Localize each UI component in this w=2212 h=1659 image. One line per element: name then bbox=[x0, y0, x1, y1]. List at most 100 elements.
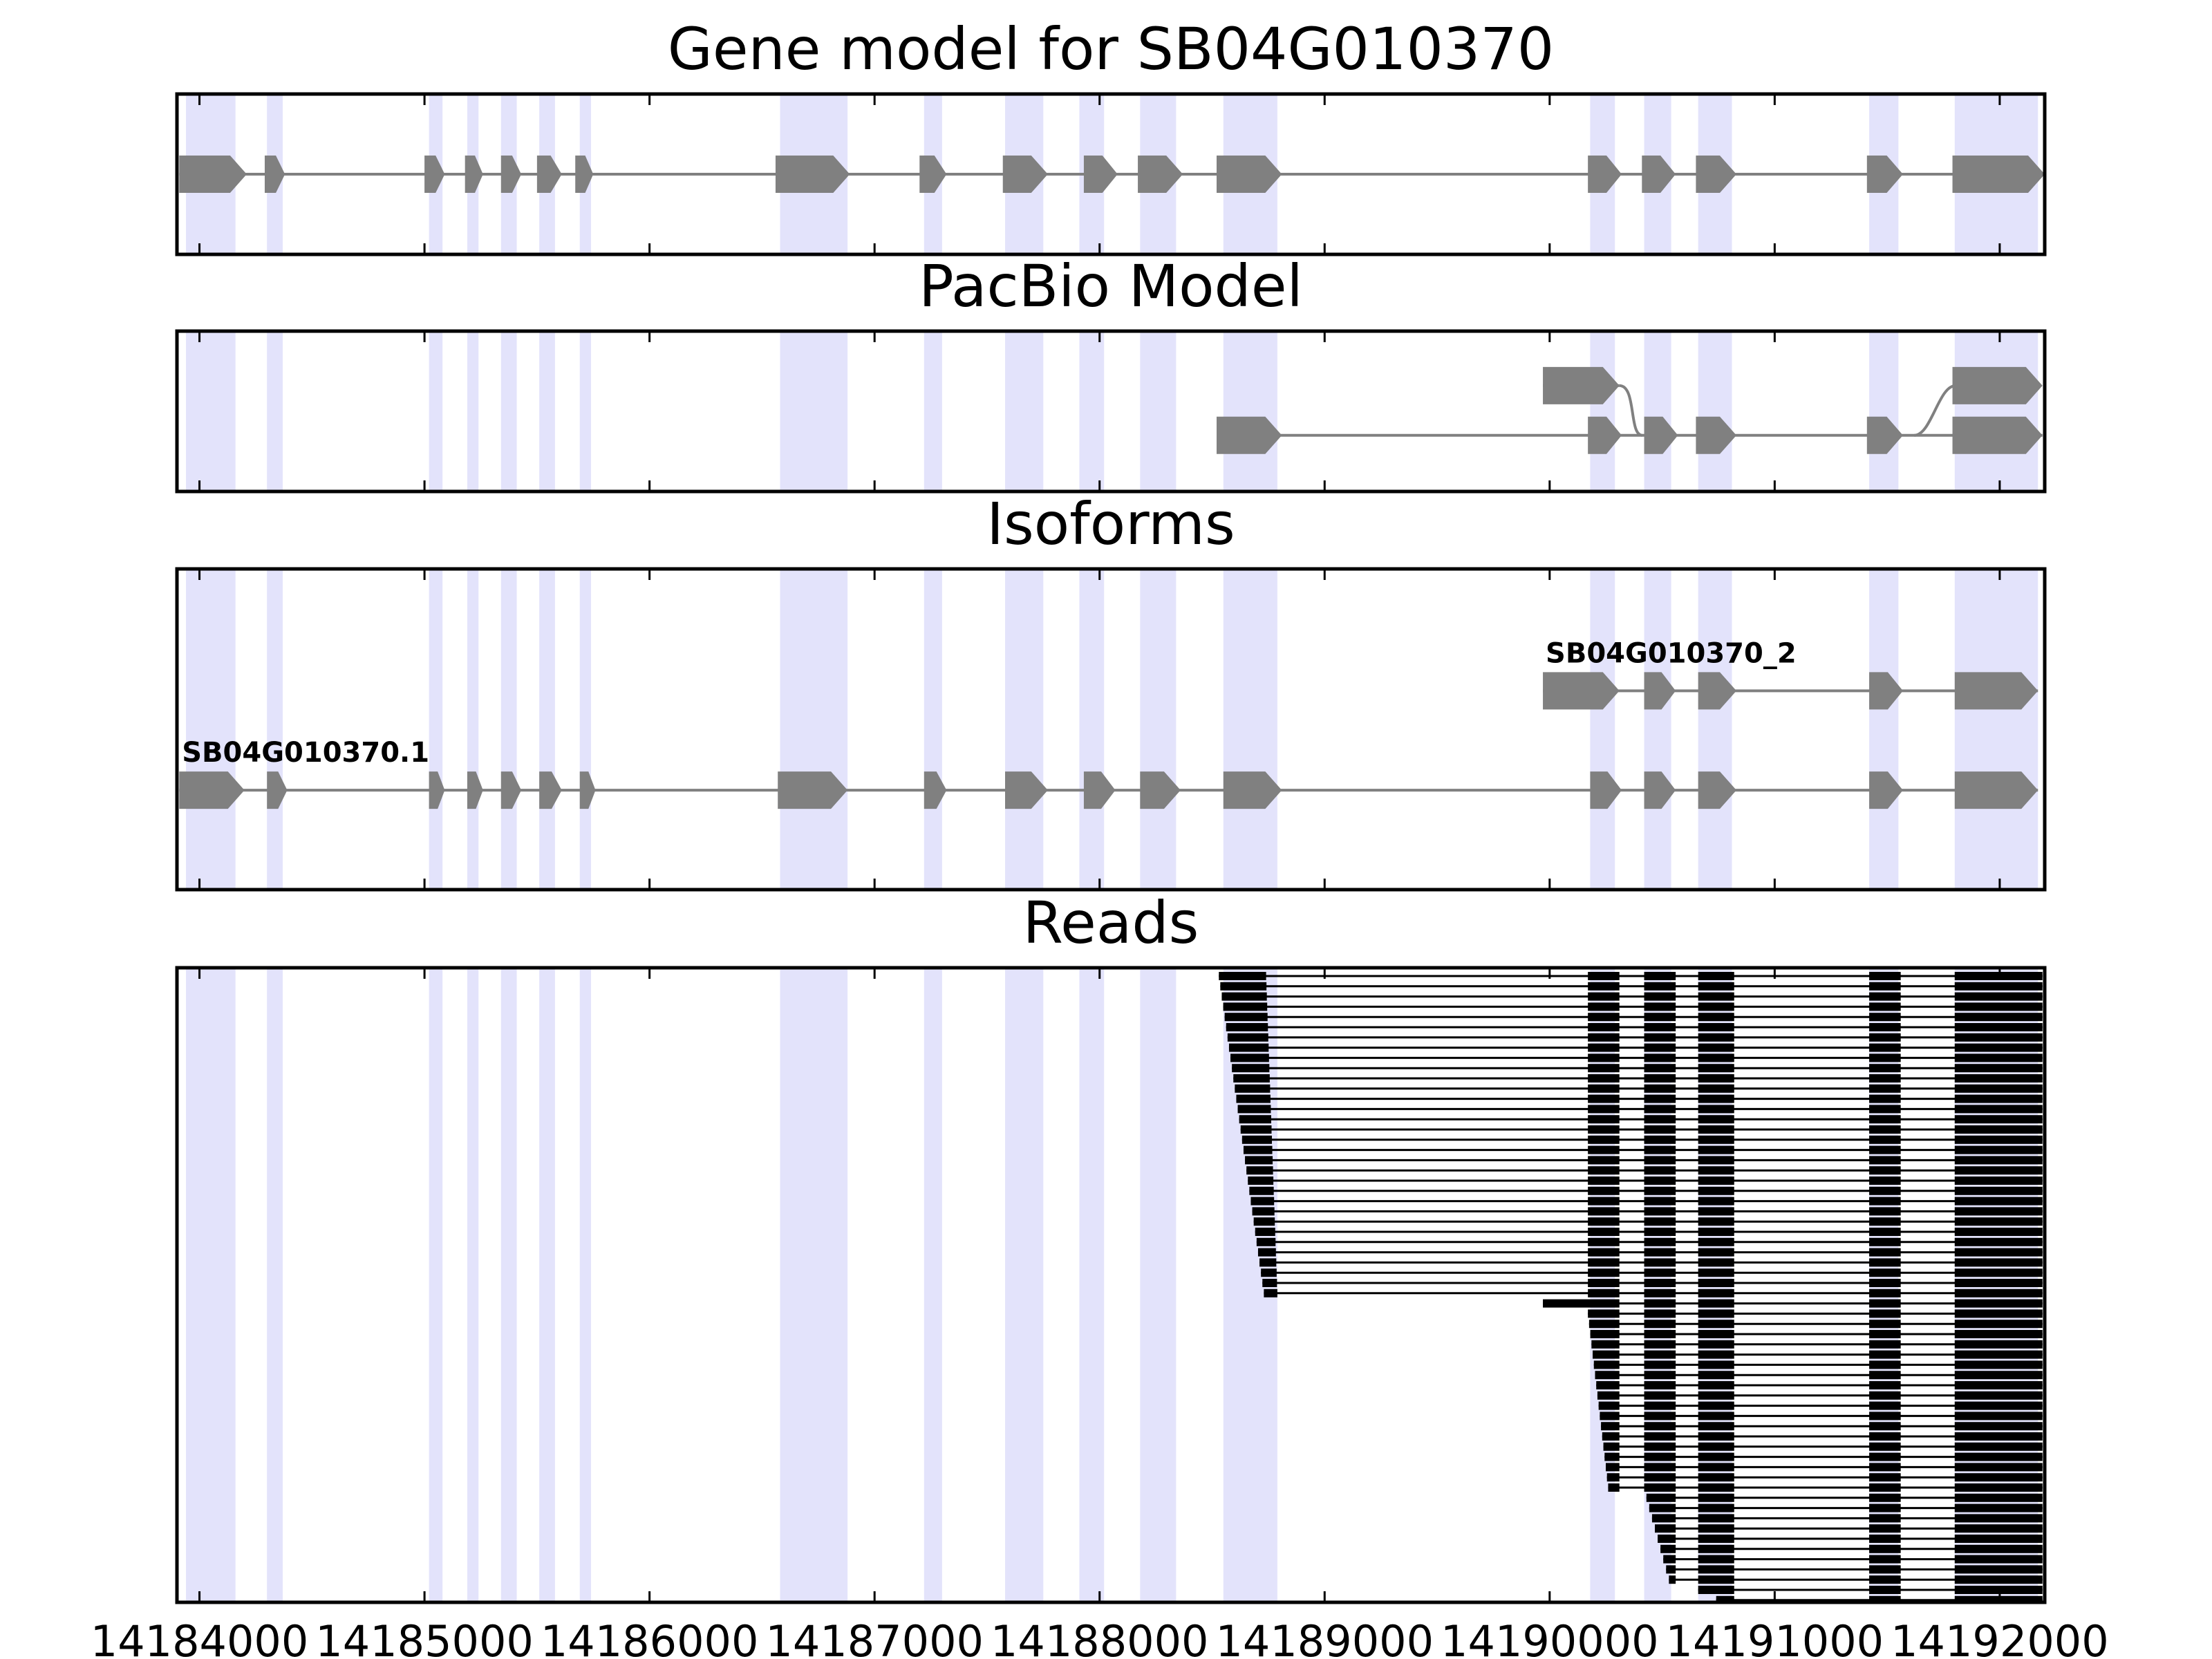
read-segment bbox=[1698, 1483, 1734, 1492]
read-segment bbox=[1954, 1463, 2043, 1472]
highlight-region bbox=[1004, 569, 1044, 890]
highlight-region bbox=[267, 968, 283, 1602]
read-segment bbox=[1954, 1094, 2043, 1103]
read-segment bbox=[1869, 992, 1901, 1001]
read-segment bbox=[1954, 1145, 2043, 1154]
read-segment bbox=[1644, 1135, 1676, 1144]
read-segment bbox=[1869, 1115, 1901, 1124]
exon bbox=[1140, 771, 1181, 809]
read-segment bbox=[1698, 1391, 1734, 1400]
highlight-region bbox=[429, 569, 443, 890]
read-segment bbox=[1644, 1463, 1676, 1472]
read-segment bbox=[1235, 1084, 1271, 1093]
isoform-label: SB04G010370.1 bbox=[182, 737, 429, 769]
read-segment bbox=[1698, 1371, 1734, 1380]
read-segment bbox=[1869, 1074, 1901, 1082]
read-segment bbox=[1644, 1207, 1676, 1216]
x-axis: 14184000 14185000 14186000 14187000 14188000… bbox=[91, 1616, 2109, 1659]
read-segment bbox=[1698, 1248, 1734, 1257]
read-segment bbox=[1869, 1186, 1901, 1195]
read-segment bbox=[1954, 1125, 2043, 1134]
highlight-region bbox=[186, 569, 236, 890]
exon bbox=[424, 156, 445, 193]
exon bbox=[1866, 156, 1903, 193]
read-segment bbox=[1869, 1053, 1901, 1062]
read-segment bbox=[1644, 1473, 1676, 1482]
highlight-region bbox=[1079, 968, 1105, 1602]
read-segment bbox=[1588, 1074, 1620, 1082]
read-segment bbox=[1698, 1228, 1734, 1236]
highlight-region bbox=[467, 331, 479, 491]
read-segment bbox=[1698, 1340, 1734, 1349]
read-segment bbox=[1869, 1064, 1901, 1073]
panel-title: Isoforms bbox=[986, 490, 1235, 558]
read-segment bbox=[1226, 1023, 1268, 1031]
read-segment bbox=[1644, 1258, 1676, 1267]
read-segment bbox=[1955, 1606, 2038, 1615]
read-segment bbox=[1954, 1248, 2043, 1257]
read-segment bbox=[1698, 1309, 1734, 1318]
read-segment bbox=[1698, 1135, 1734, 1144]
highlight-region bbox=[429, 968, 443, 1602]
read-segment bbox=[1954, 1381, 2043, 1389]
read-segment bbox=[1954, 1401, 2043, 1410]
read-segment bbox=[1698, 1535, 1734, 1543]
read-segment bbox=[1954, 1503, 2043, 1512]
exon bbox=[1866, 416, 1903, 454]
read-segment bbox=[1869, 1177, 1901, 1185]
read-segment bbox=[1588, 1064, 1620, 1073]
read-segment bbox=[1658, 1535, 1676, 1543]
read-segment bbox=[1698, 1473, 1734, 1482]
read-segment bbox=[1869, 1135, 1901, 1144]
read-segment bbox=[1698, 1013, 1734, 1022]
read-segment bbox=[1588, 1156, 1620, 1165]
exon bbox=[919, 156, 947, 193]
read-segment bbox=[1644, 1340, 1676, 1349]
read-segment bbox=[1220, 982, 1267, 991]
read-segment bbox=[1954, 1115, 2043, 1124]
panel-plot-area bbox=[179, 94, 2045, 254]
read-segment bbox=[1698, 1412, 1734, 1421]
read-segment bbox=[1954, 1442, 2043, 1451]
read-segment bbox=[1869, 972, 1901, 980]
read-segment bbox=[1250, 1197, 1275, 1206]
x-tick-label: 14190000 bbox=[1441, 1616, 1659, 1659]
read-segment bbox=[1698, 1299, 1734, 1308]
read-segment bbox=[1588, 1248, 1620, 1257]
read-segment bbox=[1869, 1401, 1901, 1410]
read-segment bbox=[1869, 1381, 1901, 1389]
read-segment bbox=[1698, 1125, 1734, 1134]
read-segment bbox=[1644, 1309, 1676, 1318]
read-segment bbox=[1588, 1177, 1620, 1185]
read-segment bbox=[1543, 1299, 1620, 1308]
exon bbox=[429, 771, 445, 809]
read-segment bbox=[1660, 1544, 1676, 1553]
read-segment bbox=[1644, 1105, 1676, 1114]
highlight-region bbox=[267, 331, 283, 491]
x-tick-label: 14191000 bbox=[1666, 1616, 1884, 1659]
read-segment bbox=[1698, 1177, 1734, 1185]
read-segment bbox=[1869, 1237, 1901, 1246]
read-segment bbox=[1954, 992, 2043, 1001]
read-segment bbox=[1588, 1166, 1620, 1175]
highlight-region bbox=[924, 569, 942, 890]
read-segment bbox=[1588, 1186, 1620, 1195]
read-segment bbox=[1644, 1002, 1676, 1011]
exon bbox=[267, 771, 288, 809]
read-segment bbox=[1698, 1320, 1734, 1329]
exon bbox=[1002, 156, 1048, 193]
read-segment bbox=[1869, 1422, 1901, 1431]
read-segment bbox=[1698, 1575, 1734, 1584]
exon bbox=[1952, 156, 2045, 193]
read-segment bbox=[1233, 1074, 1270, 1082]
read-segment bbox=[1954, 1535, 2043, 1543]
exon bbox=[179, 771, 245, 809]
highlight-region bbox=[579, 968, 591, 1602]
read-segment bbox=[1256, 1237, 1276, 1246]
read-segment bbox=[1698, 1186, 1734, 1195]
exon bbox=[575, 156, 594, 193]
highlight-region bbox=[539, 968, 555, 1602]
read-segment bbox=[1644, 982, 1676, 991]
exon bbox=[1217, 156, 1282, 193]
